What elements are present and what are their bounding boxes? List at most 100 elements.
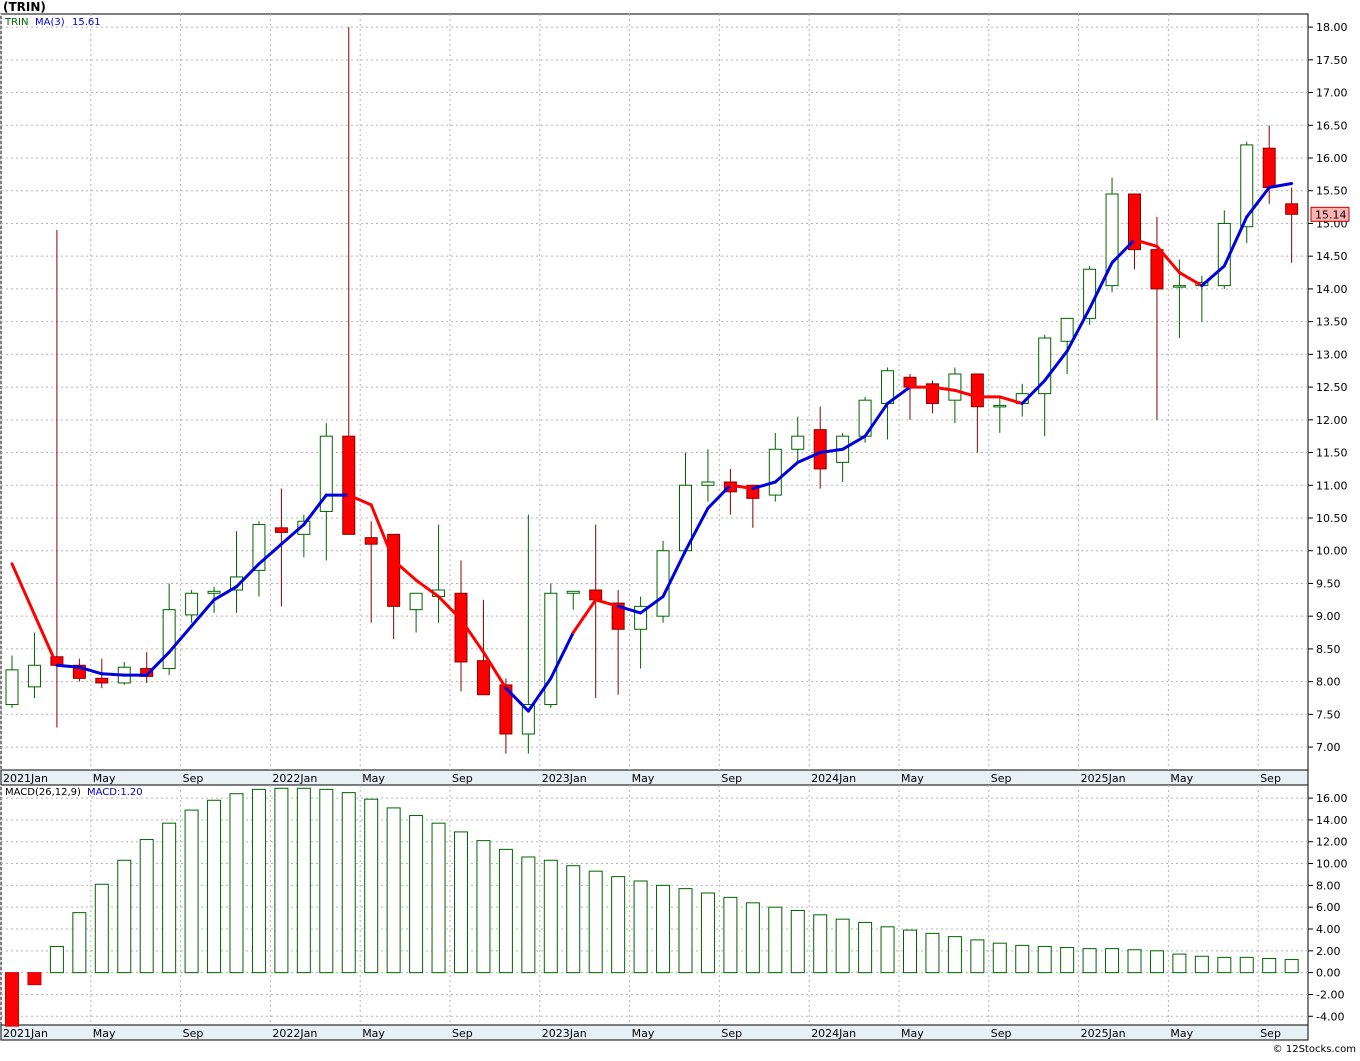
price-ytick-label: 8.00 <box>1316 676 1341 689</box>
macd-xaxis-band <box>0 1024 1309 1041</box>
macd-xtick-label: May <box>362 1027 385 1040</box>
macd-bar <box>1060 947 1075 974</box>
macd-bar <box>364 798 379 974</box>
price-xtick-label: May <box>93 772 116 785</box>
candle-body <box>544 592 558 706</box>
candle-body <box>970 373 984 408</box>
price-ytick-label: 15.50 <box>1316 185 1348 198</box>
ma3-segment <box>953 388 979 399</box>
ma3-segment <box>481 650 508 690</box>
macd-bar <box>588 870 603 974</box>
macd-legend-value: MACD:1.20 <box>87 787 143 798</box>
macd-ytick-label: -2.00 <box>1316 988 1344 1001</box>
macd-xtick-label: 2021Jan <box>3 1027 48 1040</box>
macd-ytick-label: 6.00 <box>1316 901 1341 914</box>
ma3-segment <box>728 483 755 491</box>
macd-bar <box>947 936 962 974</box>
macd-bar <box>94 883 109 974</box>
ma3-segment <box>886 385 912 405</box>
ma3-segment <box>684 506 710 553</box>
price-ytick-label: 16.00 <box>1316 152 1348 165</box>
ma3-segment <box>414 578 441 599</box>
candle-body <box>1105 193 1119 287</box>
macd-bar <box>521 856 536 974</box>
candle-body <box>499 684 513 735</box>
price-ytick-label: 11.50 <box>1316 447 1348 460</box>
macd-bar <box>1149 950 1164 974</box>
ma3-segment <box>55 663 81 669</box>
price-xtick-label: 2023Jan <box>542 772 587 785</box>
candle-body <box>768 448 782 496</box>
ma3-segment <box>863 401 890 438</box>
ma3-segment <box>616 604 643 615</box>
macd-xtick-label: 2023Jan <box>542 1027 587 1040</box>
candle-body <box>701 481 715 486</box>
price-ytick-label: 10.50 <box>1316 512 1348 525</box>
ma3-segment <box>549 631 575 680</box>
footer-credit: © 12Stocks.com <box>1272 1044 1356 1055</box>
candle-body <box>1128 193 1141 251</box>
price-xtick-label: 2022Jan <box>272 772 317 785</box>
ma3-segment <box>639 595 665 615</box>
macd-bar <box>970 939 985 974</box>
ma3-segment <box>706 483 732 510</box>
ma3-segment <box>235 562 261 589</box>
macd-xtick-label: 2024Jan <box>811 1027 856 1040</box>
macd-bar <box>319 788 334 974</box>
candle-body <box>521 704 535 735</box>
macd-bar <box>1239 956 1254 974</box>
price-ytick-label: 7.00 <box>1316 741 1341 754</box>
ma3-segment <box>212 585 238 602</box>
last-price-badge <box>1310 206 1350 222</box>
macd-bar <box>139 839 154 974</box>
candle-body <box>1240 144 1254 228</box>
candle-body <box>1038 337 1052 395</box>
macd-bar <box>858 921 873 974</box>
ma3-segment <box>571 598 598 635</box>
macd-bar <box>543 859 558 974</box>
ma3-segment <box>167 624 194 654</box>
macd-bar <box>633 880 648 974</box>
candle-body <box>1172 285 1186 288</box>
ma3-segment <box>437 595 463 621</box>
ma3-segment <box>504 686 530 713</box>
macd-xtick-label: Sep <box>452 1027 473 1040</box>
ma3-segment <box>10 562 59 667</box>
ma3-segment <box>257 542 283 566</box>
candle-body <box>791 435 805 450</box>
candle-body <box>95 677 109 684</box>
candle-body <box>364 537 378 545</box>
candle-body <box>476 660 490 696</box>
candle-body <box>1060 317 1074 342</box>
macd-bar <box>880 926 895 974</box>
ma3-segment <box>1200 264 1226 288</box>
ma3-segment <box>1065 307 1092 353</box>
price-xtick-label: 2025Jan <box>1081 772 1126 785</box>
ma3-segment <box>1245 185 1271 219</box>
chart-title: (TRIN) <box>3 0 46 14</box>
macd-bar <box>1172 953 1187 974</box>
macd-bar <box>723 896 738 974</box>
ma3-segment <box>459 617 485 654</box>
price-xtick-label: Sep <box>1260 772 1281 785</box>
macd-xtick-label: May <box>901 1027 924 1040</box>
candle-body <box>993 404 1007 408</box>
candle-body <box>656 550 670 617</box>
macd-ytick-label: 0.00 <box>1316 967 1341 980</box>
macd-bar <box>700 892 715 974</box>
ma3-segment <box>661 549 687 599</box>
candle-body <box>27 664 41 688</box>
candle-body <box>252 524 266 571</box>
ma3-segment <box>1020 379 1047 405</box>
price-ytick-label: 11.00 <box>1316 479 1348 492</box>
macd-bar <box>184 809 199 974</box>
candle-body <box>1285 203 1299 215</box>
macd-ytick-label: 2.00 <box>1316 945 1341 958</box>
macd-xtick-label: Sep <box>1260 1027 1281 1040</box>
ma3-segment <box>1043 349 1069 383</box>
price-xtick-label: May <box>632 772 655 785</box>
candle-body <box>274 527 288 533</box>
price-ytick-label: 9.50 <box>1316 577 1341 590</box>
macd-bar <box>251 788 266 974</box>
